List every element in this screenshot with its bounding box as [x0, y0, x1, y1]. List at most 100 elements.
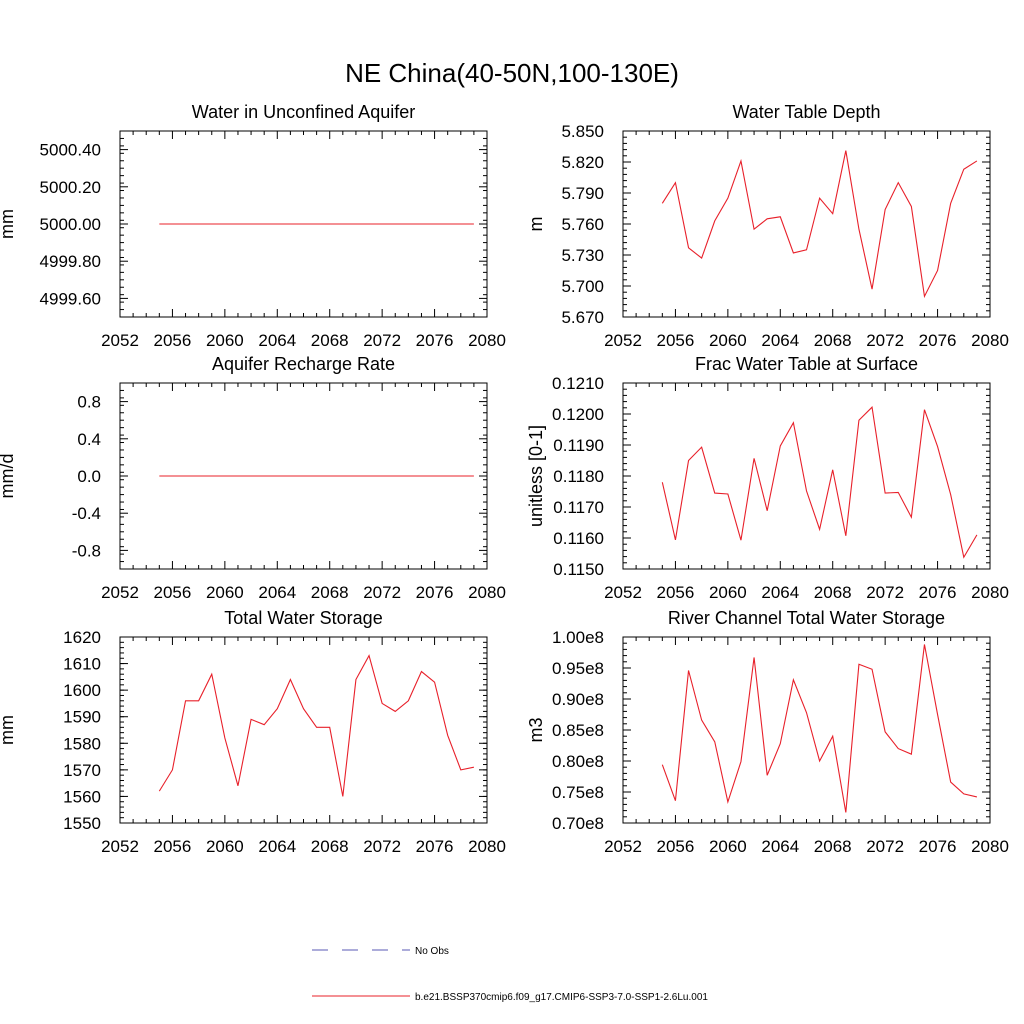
y-tick-label: 4999.80 — [40, 252, 101, 271]
x-tick-label: 2060 — [709, 837, 747, 856]
series-line-1 — [661, 644, 978, 813]
y-axis-label: unitless [0-1] — [526, 425, 546, 527]
y-tick-label: -0.8 — [72, 541, 101, 560]
y-tick-label: 1620 — [63, 628, 101, 647]
y-tick-label: 1560 — [63, 787, 101, 806]
y-tick-label: 5.850 — [561, 122, 604, 141]
y-tick-label: 5.700 — [561, 277, 604, 296]
chart-panel-5: Total Water Storage 2052 2056 2060 2064 2068 2… — [0, 608, 506, 856]
panel-title: Water Table Depth — [732, 102, 880, 122]
x-tick-label: 2064 — [258, 331, 296, 350]
y-tick-label: 0.1190 — [553, 436, 604, 455]
x-tick-label: 2064 — [258, 837, 296, 856]
y-tick-label: 0.90e8 — [552, 690, 604, 709]
y-tick-label: 0.70e8 — [552, 814, 604, 833]
y-axis-label: mm — [0, 209, 17, 239]
x-tick-label: 2056 — [154, 331, 192, 350]
series-line-1 — [158, 654, 474, 797]
y-tick-label: 0.0 — [77, 467, 101, 486]
x-tick-label: 2052 — [101, 583, 139, 602]
x-tick-label: 2080 — [971, 583, 1009, 602]
x-tick-label: 2056 — [657, 837, 695, 856]
x-tick-label: 2052 — [101, 331, 139, 350]
panel-title: River Channel Total Water Storage — [668, 608, 945, 628]
y-tick-label: 0.8 — [77, 393, 101, 412]
chart-panel-1: Water in Unconfined Aquifer 2052 2056 2060 2… — [0, 102, 506, 350]
y-tick-label: -0.4 — [72, 504, 101, 523]
figure-title: NE China(40-50N,100-130E) — [345, 58, 679, 88]
series-line-1 — [661, 406, 978, 559]
y-tick-label: 1.00e8 — [552, 628, 604, 647]
y-axis-label: mm/d — [0, 454, 17, 499]
x-tick-label: 2056 — [657, 331, 695, 350]
y-tick-label: 5.760 — [561, 215, 604, 234]
x-tick-label: 2060 — [709, 583, 747, 602]
x-tick-label: 2080 — [468, 331, 506, 350]
x-tick-label: 2080 — [971, 331, 1009, 350]
x-tick-label: 2076 — [416, 331, 454, 350]
x-tick-label: 2068 — [311, 837, 349, 856]
x-tick-label: 2080 — [971, 837, 1009, 856]
y-tick-label: 0.4 — [77, 430, 101, 449]
legend-model-label: b.e21.BSSP370cmip6.f09_g17.CMIP6-SSP3-7.… — [415, 992, 708, 1003]
y-tick-label: 0.1210 — [552, 374, 604, 393]
y-axis-label: mm — [0, 715, 17, 745]
x-tick-label: 2056 — [154, 837, 192, 856]
x-tick-label: 2060 — [206, 331, 244, 350]
x-tick-label: 2072 — [363, 837, 401, 856]
chart-panel-2: Water Table Depth 2052 2056 2060 2064 2068 207… — [526, 102, 1009, 350]
y-tick-label: 1570 — [63, 761, 101, 780]
y-tick-label: 5000.40 — [40, 141, 101, 160]
x-tick-label: 2052 — [604, 583, 642, 602]
y-tick-label: 0.75e8 — [552, 783, 604, 802]
x-tick-label: 2072 — [866, 583, 904, 602]
y-tick-label: 1610 — [63, 655, 101, 674]
panel-title: Frac Water Table at Surface — [695, 354, 918, 374]
series-line-1 — [661, 150, 978, 299]
x-tick-label: 2060 — [206, 837, 244, 856]
x-tick-label: 2056 — [657, 583, 695, 602]
x-tick-label: 2072 — [363, 331, 401, 350]
chart-panel-4: Frac Water Table at Surface 2052 2056 2060 2… — [526, 354, 1009, 602]
panel-title: Total Water Storage — [224, 608, 382, 628]
x-tick-label: 2064 — [761, 583, 799, 602]
chart-panel-6: River Channel Total Water Storage 2052 205… — [526, 608, 1009, 856]
x-tick-label: 2056 — [154, 583, 192, 602]
x-tick-label: 2080 — [468, 583, 506, 602]
y-tick-label: 5.820 — [561, 153, 604, 172]
x-tick-label: 2076 — [416, 583, 454, 602]
y-tick-label: 1600 — [63, 681, 101, 700]
panel-title: Water in Unconfined Aquifer — [192, 102, 415, 122]
y-tick-label: 0.1160 — [553, 529, 604, 548]
x-tick-label: 2064 — [761, 837, 799, 856]
x-tick-label: 2068 — [814, 331, 852, 350]
x-tick-label: 2068 — [814, 583, 852, 602]
plot-frame — [622, 636, 991, 824]
y-tick-label: 5.790 — [561, 184, 604, 203]
y-tick-label: 0.1150 — [553, 560, 604, 579]
x-tick-label: 2068 — [311, 331, 349, 350]
x-tick-label: 2076 — [919, 583, 957, 602]
y-tick-label: 5.670 — [561, 308, 604, 327]
y-tick-label: 1590 — [63, 708, 101, 727]
x-tick-label: 2068 — [814, 837, 852, 856]
y-tick-label: 0.1200 — [552, 405, 604, 424]
x-tick-label: 2064 — [761, 331, 799, 350]
x-tick-label: 2072 — [866, 331, 904, 350]
y-axis-label: m — [526, 217, 546, 232]
y-tick-label: 0.80e8 — [552, 752, 604, 771]
y-tick-label: 0.1180 — [553, 467, 604, 486]
y-tick-label: 5.730 — [561, 246, 604, 265]
x-tick-label: 2052 — [101, 837, 139, 856]
y-tick-label: 5000.20 — [40, 178, 101, 197]
plot-frame — [119, 636, 488, 824]
x-tick-label: 2072 — [363, 583, 401, 602]
x-tick-label: 2064 — [258, 583, 296, 602]
y-tick-label: 5000.00 — [40, 215, 101, 234]
plot-frame — [622, 130, 991, 318]
x-tick-label: 2068 — [311, 583, 349, 602]
x-tick-label: 2052 — [604, 837, 642, 856]
legend-obs-label: No Obs — [415, 946, 449, 957]
x-tick-label: 2076 — [919, 837, 957, 856]
